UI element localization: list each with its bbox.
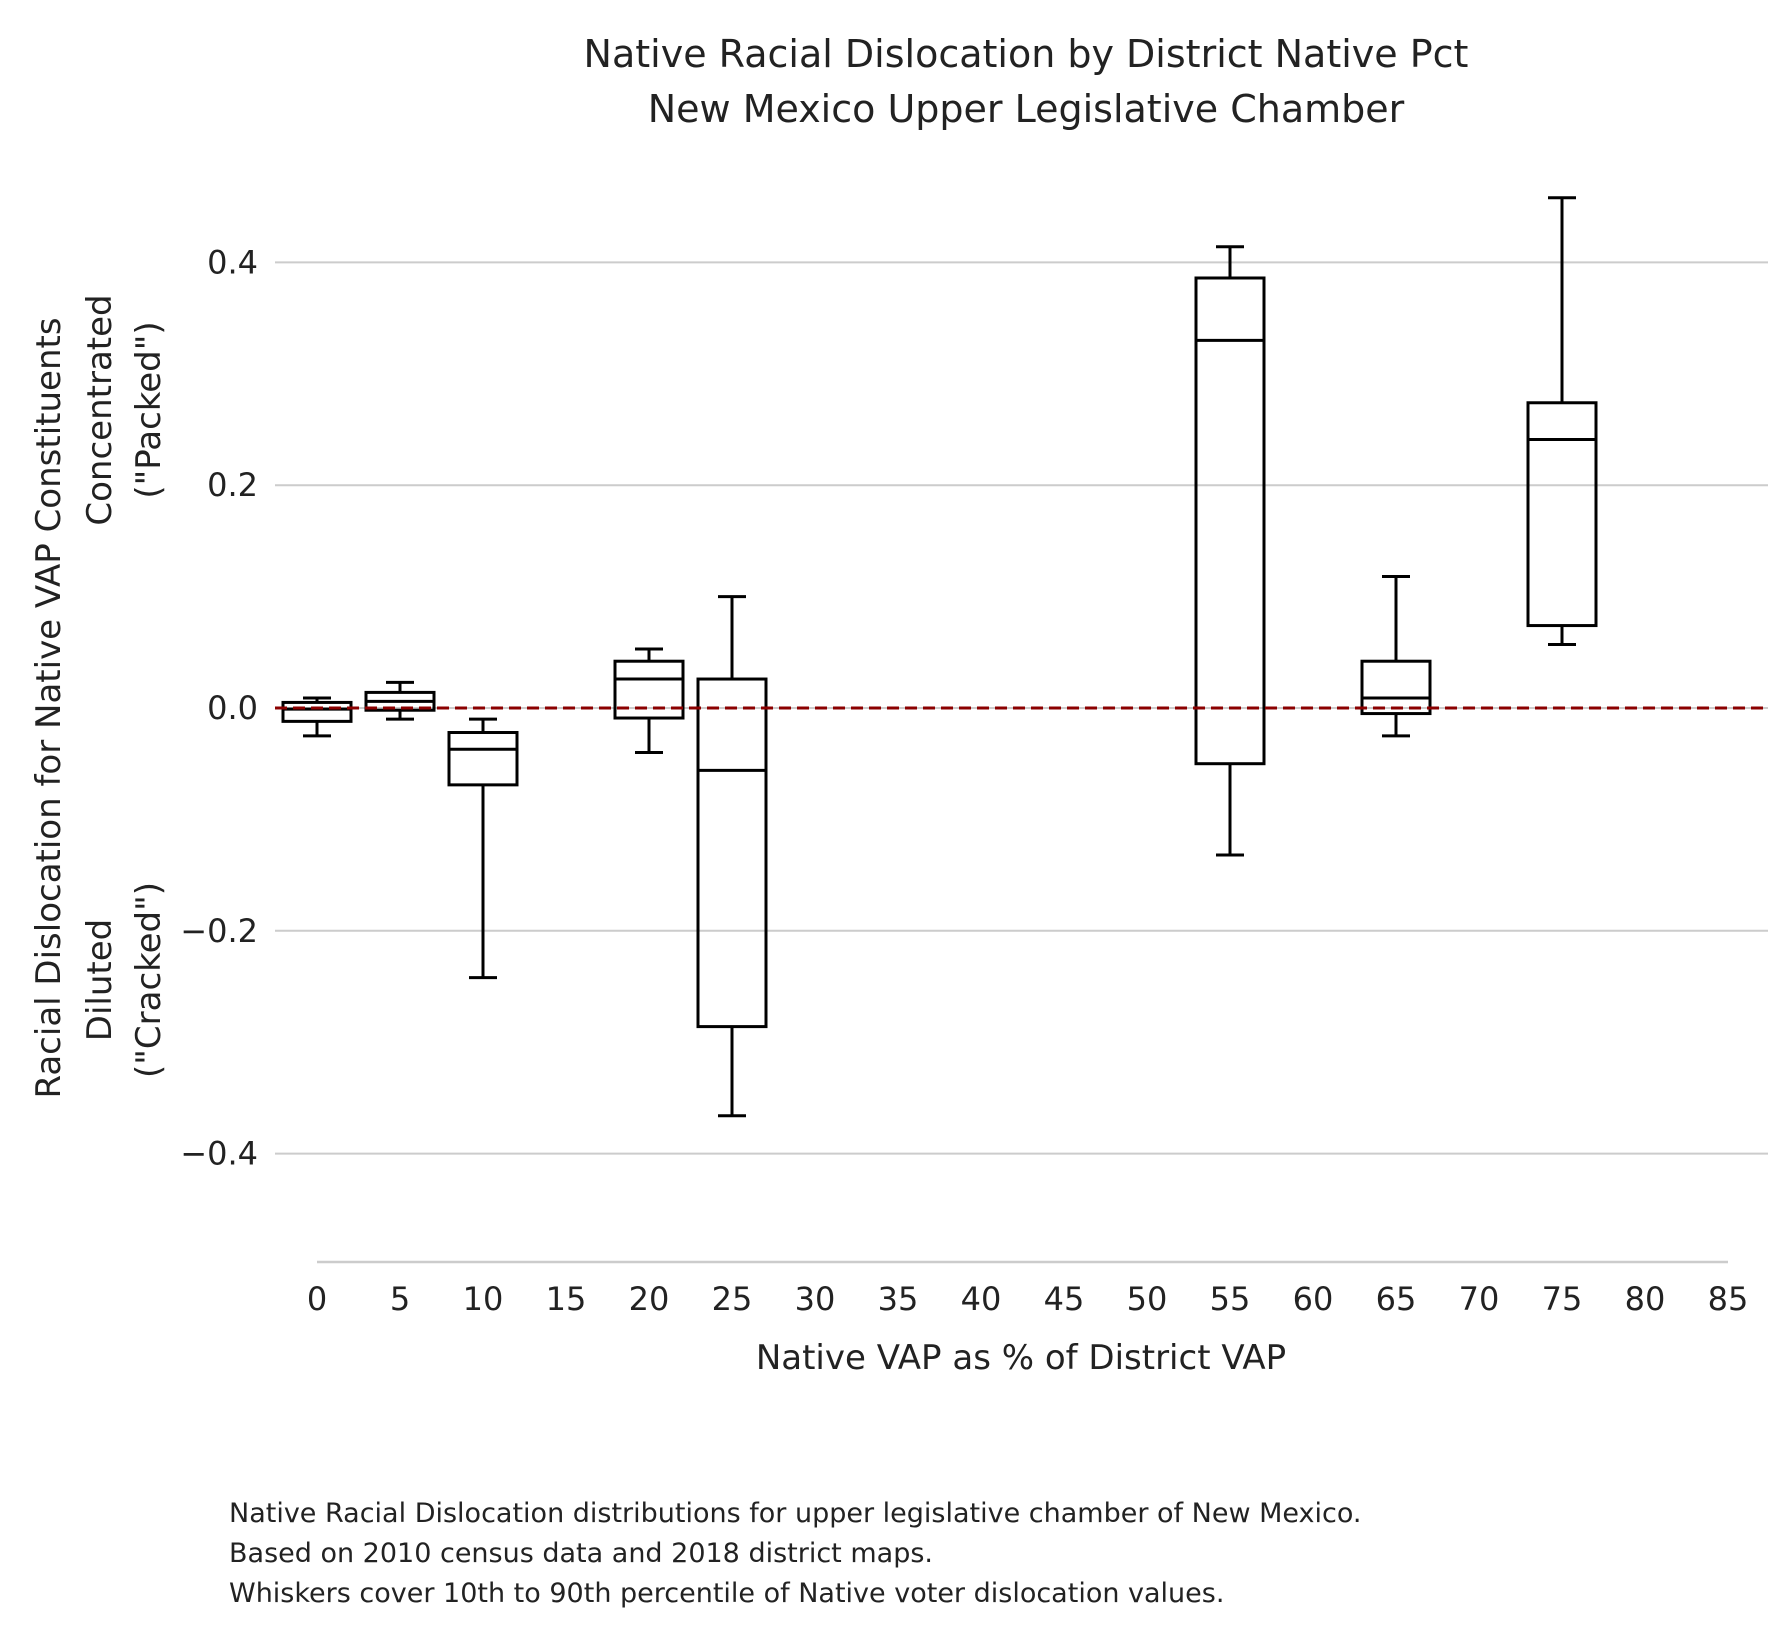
caption-line: Based on 2010 census data and 2018 distr… (229, 1538, 933, 1569)
x-tick-label: 60 (1293, 1280, 1334, 1318)
y-tick-label: −0.2 (180, 912, 258, 950)
y-axis-label-packed: Concentrated (80, 294, 120, 525)
x-tick-label: 35 (878, 1280, 919, 1318)
chart-caption: Native Racial Dislocation distributions … (229, 1494, 1729, 1614)
x-axis-label: Native VAP as % of District VAP (756, 1338, 1286, 1378)
x-tick-label: 20 (629, 1280, 670, 1318)
box-rect (696, 677, 768, 1029)
caption-line: Native Racial Dislocation distributions … (229, 1498, 1362, 1529)
box-0 (281, 696, 353, 738)
y-tick-label: 0.2 (207, 466, 258, 504)
boxes-group (281, 196, 1598, 1118)
x-tick-label: 50 (1127, 1280, 1168, 1318)
box-20 (613, 647, 685, 755)
chart-title-line-1: Native Racial Dislocation by District Na… (584, 32, 1469, 76)
y-axis-label-cracked: Diluted (80, 919, 120, 1041)
box-rect (613, 659, 685, 720)
y-tick-label: −0.4 (180, 1135, 258, 1173)
caption-line: Whiskers cover 10th to 90th percentile o… (229, 1578, 1225, 1609)
box-rect (1194, 276, 1266, 766)
box-65 (1360, 575, 1432, 738)
y-tick-labels: −0.4 −0.2 0.0 0.2 0.4 (180, 243, 258, 1172)
x-tick-labels: 0 5 10 15 20 25 30 35 40 45 50 55 60 65 70 75 80 85 (307, 1280, 1749, 1318)
x-tick-label: 5 (390, 1280, 410, 1318)
chart-title-line-2: New Mexico Upper Legislative Chamber (648, 87, 1405, 131)
x-tick-label: 25 (712, 1280, 753, 1318)
box-rect (281, 700, 353, 723)
x-tick-label: 10 (463, 1280, 504, 1318)
box-75 (1526, 196, 1598, 647)
y-tick-label: 0.0 (207, 689, 258, 727)
x-tick-label: 45 (1044, 1280, 1085, 1318)
box-rect (447, 731, 519, 787)
y-axis-label: Racial Dislocation for Native VAP Consti… (29, 317, 69, 1098)
x-tick-label: 85 (1708, 1280, 1749, 1318)
box-rect (1526, 401, 1598, 628)
y-tick-label: 0.4 (207, 243, 258, 281)
box-rect (1360, 659, 1432, 716)
x-tick-label: 80 (1625, 1280, 1666, 1318)
x-tick-label: 65 (1376, 1280, 1417, 1318)
y-axis-label-cracked-note: ("Cracked") (129, 882, 169, 1078)
box-55 (1194, 245, 1266, 857)
x-tick-label: 0 (307, 1280, 327, 1318)
x-tick-label: 30 (795, 1280, 836, 1318)
x-tick-label: 70 (1459, 1280, 1500, 1318)
x-tick-label: 75 (1542, 1280, 1583, 1318)
y-axis-label-packed-note: ("Packed") (129, 321, 169, 498)
box-25 (696, 595, 768, 1118)
box-10 (447, 717, 519, 980)
box-5 (364, 680, 436, 721)
x-tick-label: 40 (961, 1280, 1002, 1318)
x-tick-label: 55 (1210, 1280, 1251, 1318)
x-tick-label: 15 (546, 1280, 587, 1318)
